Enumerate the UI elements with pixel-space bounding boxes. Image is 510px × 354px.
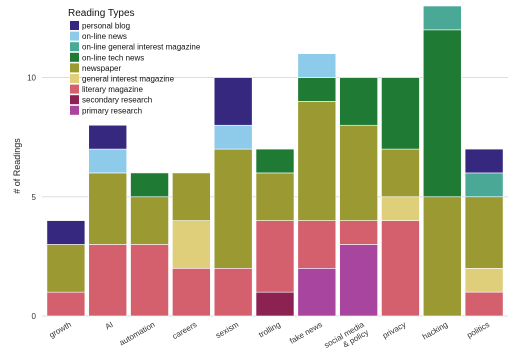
legend-swatch: [70, 74, 79, 83]
bar-segment: [213, 148, 253, 269]
svg-text:careers: careers: [171, 320, 199, 341]
svg-text:fake news: fake news: [288, 320, 324, 346]
legend-entry: literary magazine: [82, 85, 143, 94]
svg-text:social media& policy: social media& policy: [323, 320, 371, 354]
legend-entry: on-line news: [82, 32, 127, 41]
bar-segment: [381, 77, 420, 150]
legend-entry: general interest magazine: [82, 75, 175, 84]
bar-segment: [255, 148, 295, 174]
x-tick-label: fake news: [288, 320, 324, 346]
legend-swatch: [70, 21, 79, 30]
x-tick-label: social media& policy: [323, 320, 371, 354]
bar-segment: [297, 220, 337, 269]
legend-entry: on-line general interest magazine: [82, 43, 201, 52]
bar-segment: [381, 220, 420, 317]
bar-segment: [381, 148, 420, 198]
y-tick-label: 10: [27, 74, 36, 83]
bars: [46, 5, 504, 317]
bar-segment: [46, 220, 86, 245]
legend-entry: newspaper: [82, 64, 121, 73]
bar-segment: [255, 172, 295, 221]
bar-segment: [130, 196, 169, 245]
bar-segment: [297, 77, 337, 102]
bar-segment: [88, 148, 128, 174]
bar-segment: [464, 291, 504, 317]
legend-title: Reading Types: [68, 8, 135, 19]
bar-segment: [422, 5, 462, 31]
bar-segment: [464, 268, 504, 293]
bar-segment: [255, 291, 295, 317]
y-axis-label: # of Readings: [12, 138, 22, 194]
legend-swatch: [70, 105, 79, 115]
bar-segment: [172, 172, 211, 221]
x-tick-label: AI: [104, 320, 115, 332]
bar-segment: [464, 172, 504, 198]
svg-text:sexism: sexism: [214, 320, 240, 340]
x-tick-labels: growth AI automation careers sexism trolling f…: [48, 320, 491, 354]
bar-segment: [88, 172, 128, 245]
bar-segment: [339, 220, 378, 245]
y-tick-label: 0: [32, 312, 37, 321]
legend-swatch: [70, 31, 79, 41]
svg-text:growth: growth: [48, 320, 73, 340]
svg-text:automation: automation: [118, 320, 157, 348]
svg-text:politics: politics: [465, 320, 491, 340]
bar-segment: [339, 124, 378, 221]
x-tick-label: sexism: [214, 320, 240, 340]
bar-segment: [130, 244, 169, 317]
bar-segment: [213, 77, 253, 126]
x-tick-label: growth: [48, 320, 73, 340]
x-tick-label: privacy: [381, 320, 407, 340]
legend-swatch: [70, 95, 79, 105]
bar-segment: [213, 268, 253, 317]
y-tick-label: 5: [32, 193, 37, 202]
svg-text:privacy: privacy: [381, 320, 407, 340]
bar-segment: [297, 53, 337, 78]
bar-segment: [381, 196, 420, 221]
svg-text:trolling: trolling: [257, 320, 282, 340]
svg-text:AI: AI: [104, 320, 115, 332]
legend-entry: on-line tech news: [82, 53, 144, 62]
bar-segment: [88, 124, 128, 150]
bar-segment: [172, 268, 211, 317]
bar-segment: [464, 148, 504, 174]
legend-swatch: [70, 84, 79, 94]
legend-entry: secondary research: [82, 96, 152, 105]
bar-segment: [339, 244, 378, 317]
bar-segment: [464, 196, 504, 269]
x-tick-label: automation: [118, 320, 157, 348]
bar-segment: [422, 29, 462, 198]
bar-segment: [339, 77, 378, 126]
bar-segment: [297, 101, 337, 221]
legend-swatch: [70, 63, 79, 73]
x-tick-label: trolling: [257, 320, 282, 340]
x-tick-label: careers: [171, 320, 199, 341]
bar-segment: [255, 220, 295, 293]
legend-swatch: [70, 52, 79, 62]
bar-segment: [46, 291, 86, 317]
x-tick-label: hacking: [421, 320, 449, 342]
bar-segment: [213, 124, 253, 150]
bar-segment: [88, 244, 128, 317]
bar-segment: [172, 220, 211, 269]
bar-segment: [46, 244, 86, 293]
legend-swatch: [70, 42, 79, 52]
legend-entry: personal blog: [82, 22, 130, 31]
bar-segment: [422, 196, 462, 317]
y-tick-labels: 0 5 10: [27, 74, 36, 321]
x-tick-label: politics: [465, 320, 491, 340]
svg-text:hacking: hacking: [421, 320, 449, 342]
legend-entry: primary research: [82, 106, 142, 115]
bar-segment: [130, 172, 169, 198]
bar-segment: [297, 268, 337, 317]
